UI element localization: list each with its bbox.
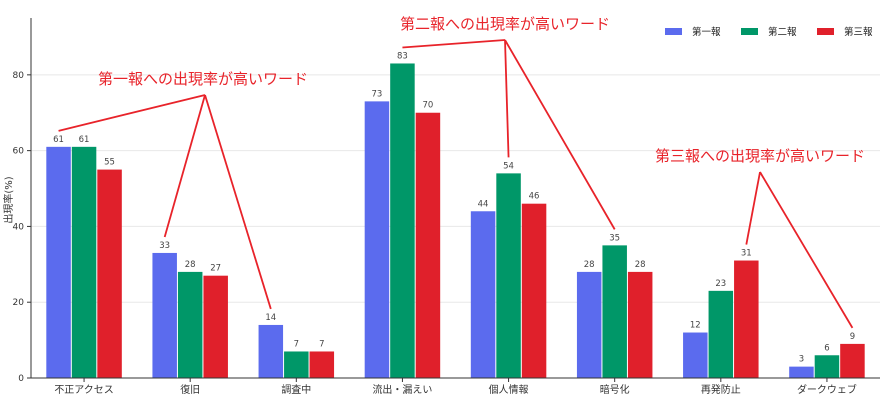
bars bbox=[46, 63, 865, 379]
y-tick-label: 40 bbox=[13, 222, 25, 232]
bar bbox=[364, 101, 390, 379]
bar bbox=[496, 173, 521, 378]
data-label: 28 bbox=[185, 260, 196, 270]
bar bbox=[627, 271, 653, 378]
y-tick-label: 60 bbox=[13, 147, 25, 157]
bar bbox=[177, 271, 203, 378]
annotation-text: 第一報への出現率が高いワード bbox=[98, 70, 308, 88]
y-tick-label: 0 bbox=[18, 374, 24, 384]
legend-swatch bbox=[817, 28, 834, 35]
data-label: 33 bbox=[159, 241, 170, 251]
bar bbox=[284, 351, 309, 378]
bar bbox=[97, 169, 122, 378]
data-label: 61 bbox=[53, 135, 64, 145]
y-tick-label: 20 bbox=[13, 298, 25, 308]
legend-label: 第三報 bbox=[844, 26, 873, 38]
x-tick-label: ダークウェブ bbox=[797, 383, 857, 396]
bar bbox=[415, 112, 441, 378]
annotation-arrow bbox=[204, 94, 272, 310]
data-label: 61 bbox=[79, 135, 90, 145]
data-label: 9 bbox=[850, 332, 855, 342]
annotations: 第一報への出現率が高いワード 第二報への出現率が高いワード第三報への出現率が高いワ… bbox=[58, 15, 865, 329]
annotation-text: 第二報への出現率が高いワード bbox=[400, 15, 610, 33]
data-label: 73 bbox=[372, 89, 383, 99]
bar bbox=[203, 275, 228, 378]
data-label: 7 bbox=[319, 339, 324, 349]
annotation-arrow bbox=[504, 39, 616, 230]
data-label: 23 bbox=[715, 279, 726, 289]
data-label: 27 bbox=[210, 264, 221, 274]
annotation-text: 第三報への出現率が高いワード bbox=[655, 147, 865, 165]
annotation-arrow bbox=[163, 94, 206, 238]
bar bbox=[814, 355, 840, 378]
bar bbox=[683, 332, 708, 378]
data-labels: 61 61 55 33 28 27 14 7 7 73 83 70 44 54 46 28 35 28 12 23 31… bbox=[53, 51, 855, 364]
annotation-arrow bbox=[745, 171, 761, 245]
bar bbox=[258, 324, 284, 378]
bar bbox=[602, 245, 627, 378]
data-label: 83 bbox=[397, 51, 408, 61]
data-label: 44 bbox=[478, 199, 489, 209]
data-label: 54 bbox=[503, 161, 514, 171]
bar bbox=[309, 351, 335, 378]
bar bbox=[734, 260, 759, 378]
data-label: 55 bbox=[104, 158, 115, 168]
data-label: 35 bbox=[609, 233, 620, 243]
x-tick-label: 復旧 bbox=[180, 383, 200, 396]
annotation-arrow bbox=[402, 39, 506, 49]
data-label: 28 bbox=[584, 260, 595, 270]
data-label: 28 bbox=[635, 260, 646, 270]
legend[interactable]: 第一報 第二報 第三報 bbox=[665, 26, 873, 38]
bar bbox=[46, 146, 71, 378]
legend-label: 第二報 bbox=[768, 26, 797, 38]
data-label: 3 bbox=[799, 355, 804, 365]
bar bbox=[576, 271, 602, 378]
data-label: 31 bbox=[741, 249, 752, 259]
data-label: 46 bbox=[529, 192, 540, 202]
bar bbox=[470, 211, 496, 378]
legend-label: 第一報 bbox=[692, 26, 721, 38]
bar bbox=[708, 290, 734, 378]
data-label: 12 bbox=[690, 321, 701, 331]
annotation-arrow bbox=[504, 39, 510, 158]
bar bbox=[390, 63, 415, 378]
bar bbox=[840, 343, 865, 378]
legend-swatch bbox=[741, 28, 758, 35]
bar bbox=[789, 366, 814, 378]
data-label: 7 bbox=[294, 339, 299, 349]
bar bbox=[71, 146, 97, 378]
annotation-arrow bbox=[759, 171, 854, 329]
x-tick-label: 流出・漏えい bbox=[372, 383, 432, 396]
x-tick-label: 不正アクセス bbox=[54, 384, 114, 396]
data-label: 6 bbox=[824, 343, 829, 353]
bar bbox=[152, 252, 177, 378]
bar bbox=[521, 203, 547, 378]
y-axis-label: 出現率(%) bbox=[2, 176, 15, 223]
x-tick-label: 再発防止 bbox=[701, 383, 741, 396]
data-label: 14 bbox=[265, 313, 276, 323]
data-label: 70 bbox=[423, 101, 434, 111]
x-tick-label: 調査中 bbox=[281, 383, 311, 396]
x-tick-label: 個人情報 bbox=[489, 383, 529, 396]
x-tick-label: 暗号化 bbox=[600, 383, 630, 396]
axes: 0 20 40 60 80 不正アクセス 復旧 調査中 流出・漏えい 個人情報 暗号化 再発防止 ダーク… bbox=[13, 18, 880, 396]
y-tick-label: 80 bbox=[13, 71, 25, 81]
legend-swatch bbox=[665, 28, 682, 35]
annotation-arrow bbox=[58, 94, 206, 132]
